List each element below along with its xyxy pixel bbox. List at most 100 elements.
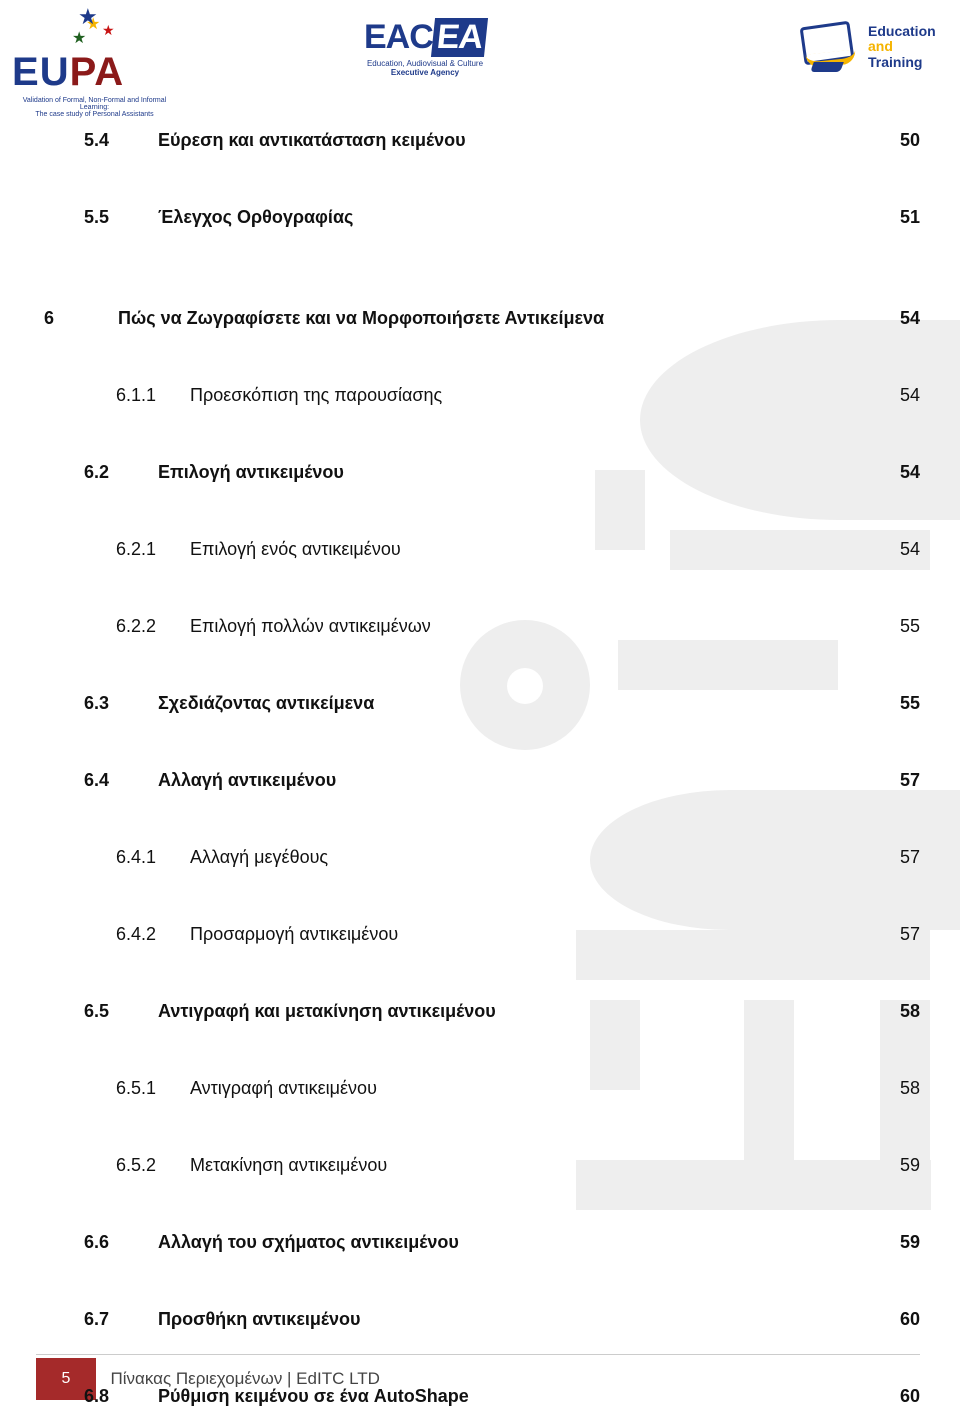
toc-number: 6.4.2 <box>116 924 172 945</box>
toc-row: 6.7 Προσθήκη αντικειμένου 60 <box>40 1309 920 1330</box>
wordmark-pa: PA <box>70 50 125 94</box>
toc-row-left: 6.2.1 Επιλογή ενός αντικειμένου <box>116 539 401 560</box>
toc-title: Αντιγραφή αντικειμένου <box>190 1078 377 1099</box>
toc-row: 6.4.2 Προσαρμογή αντικειμένου 57 <box>40 924 920 945</box>
star-icon: ★ <box>72 28 86 48</box>
toc-row: 6.4 Αλλαγή αντικειμένου 57 <box>40 770 920 791</box>
toc-page: 55 <box>900 693 920 714</box>
edu-line1: Education <box>868 24 936 39</box>
toc-title: Προσθήκη αντικειμένου <box>158 1309 361 1330</box>
toc-number: 6.7 <box>84 1309 140 1330</box>
toc-page: 60 <box>900 1386 920 1407</box>
toc-row-left: 6 Πώς να Ζωγραφίσετε και να Μορφοποιήσετε… <box>44 308 604 329</box>
toc-page: 57 <box>900 847 920 868</box>
toc-row-left: 5.5 Έλεγχος Ορθογραφίας <box>84 207 353 228</box>
toc-number: 6.8 <box>84 1386 140 1407</box>
edu-text: Education and Training <box>868 24 936 70</box>
wordmark-e: E <box>12 50 40 94</box>
toc-row-left: 6.4 Αλλαγή αντικειμένου <box>84 770 336 791</box>
toc-row: 6.8 Ρύθμιση κειμένου σε ένα AutoShape 60 <box>40 1386 920 1407</box>
toc-number: 6.4.1 <box>116 847 172 868</box>
eacea-mark-right: EA <box>431 18 488 57</box>
toc-title: Αλλαγή αντικειμένου <box>158 770 336 791</box>
star-icon: ★ <box>78 4 98 30</box>
toc-title: Ρύθμιση κειμένου σε ένα AutoShape <box>158 1386 469 1407</box>
toc-title: Προεσκόπιση της παρουσίασης <box>190 385 442 406</box>
toc-row-left: 6.6 Αλλαγή του σχήματος αντικειμένου <box>84 1232 459 1253</box>
toc-number: 6.5.1 <box>116 1078 172 1099</box>
header: ★ ★ ★ ★ EUPA Validation of Formal, Non-F… <box>0 10 960 110</box>
toc-row-left: 6.5.1 Αντιγραφή αντικειμένου <box>116 1078 377 1099</box>
toc-row-left: 6.2Επιλογή αντικειμένου <box>84 462 344 483</box>
eupa-tagline1: Validation of Formal, Non-Formal and Inf… <box>12 97 177 111</box>
toc-number: 6.2.2 <box>116 616 172 637</box>
toc-row-left: 6.5.2Μετακίνηση αντικειμένου <box>116 1155 387 1176</box>
toc-title: Αλλαγή μεγέθους <box>190 847 328 868</box>
toc-row-left: 6.4.1 Αλλαγή μεγέθους <box>116 847 328 868</box>
toc-page: 54 <box>900 539 920 560</box>
toc-number: 5.4 <box>84 130 140 151</box>
monitor-icon <box>800 22 860 72</box>
toc-row-left: 6.5 Αντιγραφή και μετακίνηση αντικειμένου <box>84 1001 496 1022</box>
toc-page: 55 <box>900 616 920 637</box>
toc-row-left: 6.1.1 Προεσκόπιση της παρουσίασης <box>116 385 442 406</box>
logo-eacea: EACEA Education, Audiovisual & Culture E… <box>360 18 490 77</box>
toc-row-left: 6.3Σχεδιάζοντας αντικείμενα <box>84 693 374 714</box>
toc-number: 6.4 <box>84 770 140 791</box>
toc-row: 6.2Επιλογή αντικειμένου 54 <box>40 462 920 483</box>
toc-number: 6.6 <box>84 1232 140 1253</box>
toc-number: 6.2 <box>84 462 140 483</box>
toc-row-left: 5.4 Εύρεση και αντικατάσταση κειμένου <box>84 130 466 151</box>
toc-row: 6.2.2 Επιλογή πολλών αντικειμένων 55 <box>40 616 920 637</box>
toc-page: 58 <box>900 1001 920 1022</box>
table-of-contents: 5.4 Εύρεση και αντικατάσταση κειμένου 50 5.… <box>40 130 920 1420</box>
toc-row: 5.5 Έλεγχος Ορθογραφίας 51 <box>40 207 920 228</box>
toc-title: Αλλαγή του σχήματος αντικειμένου <box>158 1232 459 1253</box>
edu-line2: and <box>868 39 936 54</box>
toc-row: 6.2.1 Επιλογή ενός αντικειμένου 54 <box>40 539 920 560</box>
toc-number: 6.2.1 <box>116 539 172 560</box>
edu-line3: Training <box>868 55 936 70</box>
wordmark-u: U <box>40 50 70 94</box>
toc-row-left: 6.2.2 Επιλογή πολλών αντικειμένων <box>116 616 431 637</box>
toc-page: 50 <box>900 130 920 151</box>
toc-row: 6.5.2Μετακίνηση αντικειμένου 59 <box>40 1155 920 1176</box>
toc-title: Επιλογή πολλών αντικειμένων <box>190 616 431 637</box>
toc-page: 57 <box>900 770 920 791</box>
toc-row-left: 6.4.2 Προσαρμογή αντικειμένου <box>116 924 398 945</box>
toc-title: Προσαρμογή αντικειμένου <box>190 924 398 945</box>
toc-page: 57 <box>900 924 920 945</box>
logo-education-training: Education and Training <box>800 22 940 72</box>
toc-number: 6.5.2 <box>116 1155 172 1176</box>
eacea-line2: Executive Agency <box>360 68 490 77</box>
toc-row: 6.1.1 Προεσκόπιση της παρουσίασης 54 <box>40 385 920 406</box>
toc-number: 5.5 <box>84 207 140 228</box>
toc-page: 60 <box>900 1309 920 1330</box>
toc-page: 59 <box>900 1232 920 1253</box>
logo-eupa: ★ ★ ★ ★ EUPA Validation of Formal, Non-F… <box>12 10 192 118</box>
eacea-mark: EACEA <box>360 18 490 57</box>
eupa-tagline2: The case study of Personal Assistants <box>12 111 177 118</box>
eacea-line1: Education, Audiovisual & Culture <box>360 59 490 68</box>
toc-page: 54 <box>900 385 920 406</box>
toc-number: 6.3 <box>84 693 140 714</box>
toc-title: Αντιγραφή και μετακίνηση αντικειμένου <box>158 1001 496 1022</box>
toc-page: 54 <box>900 462 920 483</box>
toc-title: Έλεγχος Ορθογραφίας <box>158 207 353 228</box>
star-icon: ★ <box>102 22 115 39</box>
eupa-stars: ★ ★ ★ ★ <box>64 10 192 50</box>
toc-row-left: 6.7 Προσθήκη αντικειμένου <box>84 1309 361 1330</box>
toc-number: 6.1.1 <box>116 385 172 406</box>
toc-title: Επιλογή ενός αντικειμένου <box>190 539 401 560</box>
toc-page: 51 <box>900 207 920 228</box>
eupa-wordmark: EUPA <box>12 50 192 95</box>
toc-page: 59 <box>900 1155 920 1176</box>
eacea-mark-left: EAC <box>364 18 433 56</box>
toc-title: Πώς να Ζωγραφίσετε και να Μορφοποιήσετε … <box>118 308 604 329</box>
toc-number: 6.5 <box>84 1001 140 1022</box>
toc-row: 6.5.1 Αντιγραφή αντικειμένου 58 <box>40 1078 920 1099</box>
toc-number: 6 <box>44 308 100 329</box>
toc-page: 58 <box>900 1078 920 1099</box>
toc-row: 6.4.1 Αλλαγή μεγέθους 57 <box>40 847 920 868</box>
toc-title: Εύρεση και αντικατάσταση κειμένου <box>158 130 466 151</box>
